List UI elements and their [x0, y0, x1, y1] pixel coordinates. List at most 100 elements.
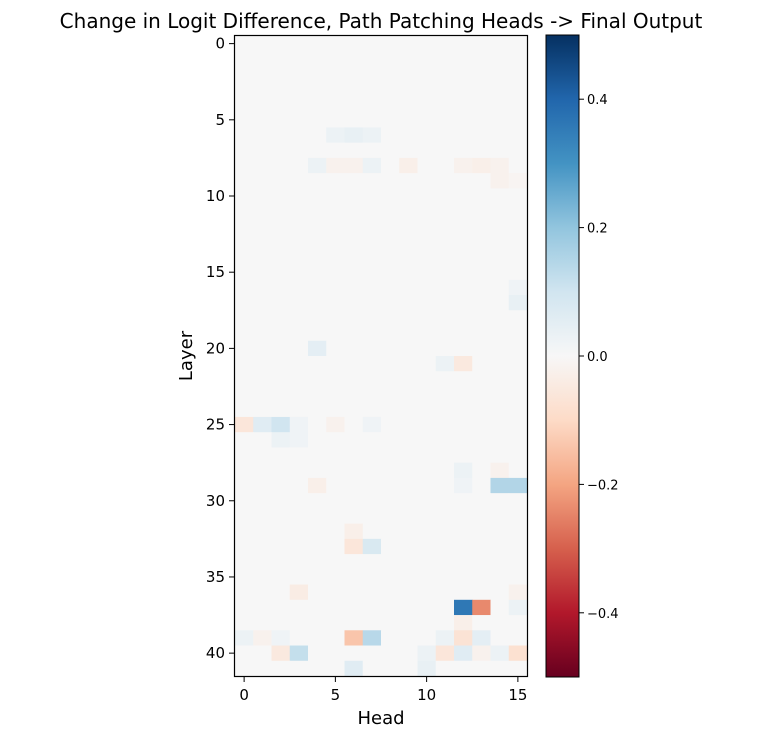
heatmap-cell [381, 81, 400, 98]
heatmap-cell [253, 599, 272, 616]
heatmap-cell [454, 96, 473, 113]
heatmap-cell [308, 188, 327, 205]
heatmap-cell [289, 142, 309, 159]
heatmap-cell [417, 569, 437, 585]
heatmap-cell [399, 432, 418, 448]
heatmap-cell [399, 112, 418, 128]
heatmap-cell [454, 66, 473, 83]
heatmap-cell [454, 371, 473, 387]
heatmap-cell [417, 127, 437, 144]
heatmap-cell [508, 615, 528, 631]
heatmap-cell [472, 599, 491, 616]
heatmap-cell [271, 356, 291, 372]
heatmap-cell [326, 218, 345, 235]
heatmap-cell [399, 416, 418, 433]
heatmap-cell [399, 264, 418, 281]
heatmap-cell [490, 173, 510, 189]
heatmap-cell [235, 371, 254, 387]
heatmap-cell [454, 401, 473, 418]
heatmap-cell [381, 645, 400, 662]
heatmap-cell [271, 218, 291, 235]
heatmap-cell [454, 630, 473, 646]
heatmap-cell [417, 477, 437, 494]
heatmap-cell [399, 279, 418, 296]
heatmap-cell [289, 462, 309, 479]
heatmap-cell [490, 599, 510, 616]
heatmap-cell [235, 279, 254, 296]
heatmap-cell [235, 295, 254, 311]
heatmap-cell [381, 371, 400, 387]
heatmap-cell [472, 36, 491, 52]
heatmap-cell [289, 371, 309, 387]
heatmap-cell [308, 96, 327, 113]
heatmap-cell [253, 203, 272, 220]
heatmap-cell [399, 310, 418, 326]
heatmap-cell [508, 188, 528, 205]
heatmap-cell [289, 112, 309, 128]
heatmap-cell [344, 310, 364, 326]
heatmap-cell [472, 630, 491, 646]
heatmap-cell [508, 218, 528, 235]
heatmap-cell [362, 340, 382, 357]
heatmap-cell [362, 157, 382, 174]
heatmap-cell [235, 538, 254, 555]
heatmap-cell [399, 645, 418, 662]
heatmap-cell [235, 569, 254, 585]
heatmap-cell [308, 432, 327, 448]
heatmap-cell [235, 112, 254, 128]
heatmap-cell [344, 81, 364, 98]
heatmap-cell [289, 340, 309, 357]
heatmap-cell [435, 310, 455, 326]
heatmap-cell [490, 630, 510, 646]
heatmap-cell [490, 569, 510, 585]
heatmap-cell [417, 142, 437, 159]
heatmap-cell [508, 599, 528, 616]
heatmap-cell [289, 218, 309, 235]
heatmap-cell [472, 477, 491, 494]
heatmap-cell [454, 356, 473, 372]
heatmap-cell [435, 538, 455, 555]
heatmap-cell [435, 66, 455, 83]
heatmap-cell [235, 462, 254, 479]
heatmap-cell [472, 660, 491, 677]
heatmap-cell [362, 432, 382, 448]
heatmap-cell [326, 462, 345, 479]
heatmap-cell [490, 447, 510, 464]
heatmap-cell [435, 218, 455, 235]
heatmap-cell [289, 203, 309, 220]
heatmap-cell [454, 416, 473, 433]
heatmap-cell [326, 630, 345, 646]
heatmap-cell [381, 386, 400, 403]
heatmap-cell [417, 173, 437, 189]
heatmap-cell [490, 386, 510, 403]
heatmap-cell [399, 630, 418, 646]
heatmap-cell [308, 645, 327, 662]
heatmap-cell [308, 569, 327, 585]
heatmap-cell [362, 462, 382, 479]
heatmap-cell [289, 416, 309, 433]
heatmap-cell [490, 340, 510, 357]
heatmap-cell [344, 371, 364, 387]
heatmap-cell [417, 81, 437, 98]
heatmap-cell [381, 249, 400, 265]
heatmap-cell [399, 188, 418, 205]
heatmap-cell [381, 554, 400, 570]
heatmap-cell [508, 234, 528, 250]
heatmap-cell [472, 401, 491, 418]
heatmap-cell [308, 599, 327, 616]
heatmap-cell [253, 416, 272, 433]
heatmap-cell [308, 660, 327, 677]
heatmap-cell [326, 249, 345, 265]
heatmap-cell [253, 386, 272, 403]
x-tick-label: 15 [508, 686, 527, 704]
heatmap-cells [235, 36, 528, 677]
heatmap-cell [381, 660, 400, 677]
heatmap-cell [472, 310, 491, 326]
heatmap-cell [344, 66, 364, 83]
heatmap-cell [454, 615, 473, 631]
heatmap-cell [308, 51, 327, 67]
heatmap-cell [417, 554, 437, 570]
heatmap-cell [308, 264, 327, 281]
heatmap-cell [472, 508, 491, 525]
